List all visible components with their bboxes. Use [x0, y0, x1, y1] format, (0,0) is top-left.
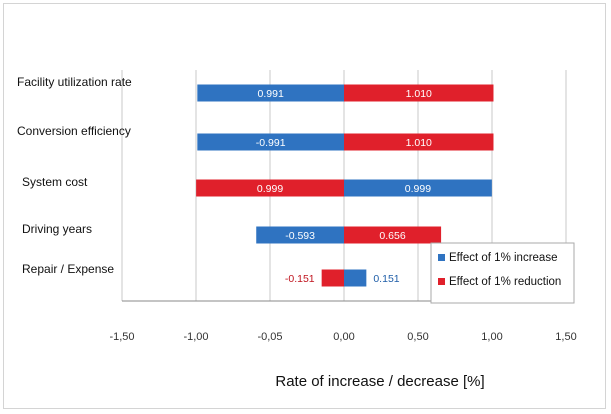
bar-value-label: 1.010 — [406, 137, 432, 149]
bar-increase — [344, 269, 367, 287]
x-tick-label: 1,00 — [481, 331, 502, 343]
category-labels: Facility utilization rate Conversion effi… — [17, 75, 132, 276]
x-tick-label: 1,50 — [555, 331, 576, 343]
bar-value-label: 1.010 — [406, 88, 432, 100]
x-tick-label: -1,00 — [183, 331, 208, 343]
bar-increase — [197, 133, 344, 151]
category-label: Conversion efficiency — [17, 124, 131, 138]
legend-box — [430, 242, 575, 304]
x-tick-label: -0,05 — [257, 331, 282, 343]
bar-increase — [197, 84, 344, 102]
bar-reduction — [344, 133, 494, 151]
bar-value-label: 0.999 — [257, 183, 283, 195]
category-label: Repair / Expense — [22, 262, 114, 276]
bar-value-label: -0.151 — [285, 273, 315, 285]
chart-frame: -1,50 -1,00 -0,05 0,00 0,50 1,00 1,50 0.991 -0.… — [3, 3, 606, 409]
legend-entry: Effect of 1% increase — [449, 252, 557, 264]
bar-reduction — [344, 226, 442, 244]
bar-increase — [256, 226, 344, 244]
bar-value-label: 0.991 — [258, 88, 284, 100]
bar-reduction — [344, 84, 494, 102]
x-axis-title: Rate of increase / decrease [%] — [275, 373, 484, 390]
legend-swatch — [438, 254, 445, 261]
bars: 0.991 -0.991 0.999 -0.593 0.151 1.010 1.010 0.9… — [196, 84, 494, 287]
bar-reduction — [321, 269, 344, 287]
x-axis: -1,50 -1,00 -0,05 0,00 0,50 1,00 1,50 — [109, 300, 577, 343]
category-label: System cost — [22, 175, 88, 189]
bar-reduction — [196, 179, 344, 197]
bar-value-label: 0.656 — [379, 230, 405, 242]
tornado-chart: -1,50 -1,00 -0,05 0,00 0,50 1,00 1,50 0.991 -0.… — [17, 70, 577, 390]
bar-value-label: -0.593 — [285, 230, 315, 242]
legend-swatch — [438, 278, 445, 285]
category-label: Facility utilization rate — [17, 75, 132, 89]
x-tick-label: -1,50 — [109, 331, 134, 343]
legend: Effect of 1% increase Effect of 1% reduct… — [430, 242, 575, 304]
bar-increase — [344, 179, 492, 197]
category-label: Driving years — [22, 222, 92, 236]
legend-entry: Effect of 1% reduction — [449, 276, 561, 288]
bar-value-label: 0.999 — [405, 183, 431, 195]
x-tick-label: 0,00 — [333, 331, 354, 343]
bar-value-label: 0.151 — [373, 273, 399, 285]
bar-value-label: -0.991 — [256, 137, 286, 149]
x-tick-label: 0,50 — [407, 331, 428, 343]
